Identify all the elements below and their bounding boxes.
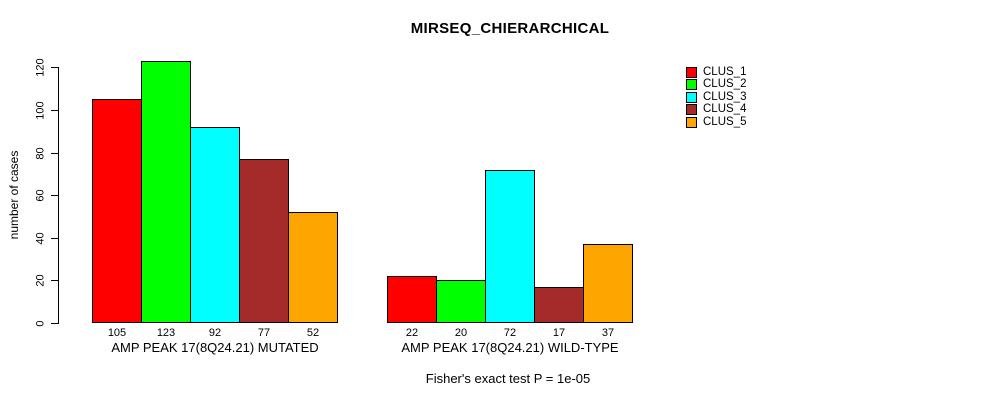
legend-swatch bbox=[686, 104, 697, 115]
legend-swatch bbox=[686, 92, 697, 103]
y-axis-tick bbox=[51, 195, 58, 196]
y-axis-tick-label: 20 bbox=[34, 274, 47, 287]
bar-clus_5-group1 bbox=[288, 212, 338, 323]
y-axis-title: number of cases bbox=[7, 150, 21, 240]
bar-clus_1-group1 bbox=[92, 99, 142, 323]
legend-label: CLUS_4 bbox=[703, 103, 747, 115]
y-axis-tick bbox=[51, 280, 58, 281]
bar-clus_5-group2 bbox=[583, 244, 633, 323]
y-axis-tick-label: 60 bbox=[34, 189, 47, 202]
bar-value-label: 92 bbox=[208, 327, 222, 339]
y-axis-tick bbox=[51, 153, 58, 154]
legend-swatch bbox=[686, 67, 697, 78]
legend-swatch bbox=[686, 117, 697, 128]
bar-clus_2-group1 bbox=[141, 61, 191, 323]
bar-value-label: 22 bbox=[405, 327, 419, 339]
bar-value-label: 123 bbox=[156, 327, 176, 339]
legend-label: CLUS_3 bbox=[703, 91, 747, 103]
y-axis-tick bbox=[51, 238, 58, 239]
annotation-text: Fisher's exact test P = 1e-05 bbox=[425, 371, 591, 386]
bar-value-label: 52 bbox=[306, 327, 320, 339]
legend-label: CLUS_2 bbox=[703, 78, 747, 90]
bar-clus_3-group2 bbox=[485, 170, 535, 323]
bar-clus_1-group2 bbox=[387, 276, 437, 323]
y-axis-tick-label: 0 bbox=[34, 320, 47, 327]
y-axis-tick bbox=[51, 67, 58, 68]
y-axis-line bbox=[58, 67, 59, 324]
y-axis-tick bbox=[51, 110, 58, 111]
bar-value-label: 72 bbox=[503, 327, 517, 339]
bar-value-label: 17 bbox=[552, 327, 566, 339]
legend-swatch bbox=[686, 79, 697, 90]
y-axis-tick-label: 100 bbox=[34, 101, 47, 120]
bar-value-label: 77 bbox=[257, 327, 271, 339]
bar-clus_4-group2 bbox=[534, 287, 584, 323]
y-axis-tick bbox=[51, 323, 58, 324]
y-axis-tick-label: 40 bbox=[34, 232, 47, 245]
bar-clus_2-group2 bbox=[436, 280, 486, 323]
bar-value-label: 20 bbox=[454, 327, 468, 339]
bar-value-label: 37 bbox=[601, 327, 615, 339]
bar-value-label: 105 bbox=[107, 327, 127, 339]
y-axis-tick-label: 80 bbox=[34, 147, 47, 160]
chart-title: MIRSEQ_CHIERARCHICAL bbox=[410, 20, 610, 37]
y-axis-tick-label: 120 bbox=[34, 58, 47, 77]
category-label: AMP PEAK 17(8Q24.21) MUTATED bbox=[111, 340, 319, 355]
bar-clus_3-group1 bbox=[190, 127, 240, 323]
category-label: AMP PEAK 17(8Q24.21) WILD-TYPE bbox=[401, 340, 619, 355]
legend-label: CLUS_1 bbox=[703, 66, 747, 78]
legend-label: CLUS_5 bbox=[703, 116, 747, 128]
bar-clus_4-group1 bbox=[239, 159, 289, 323]
